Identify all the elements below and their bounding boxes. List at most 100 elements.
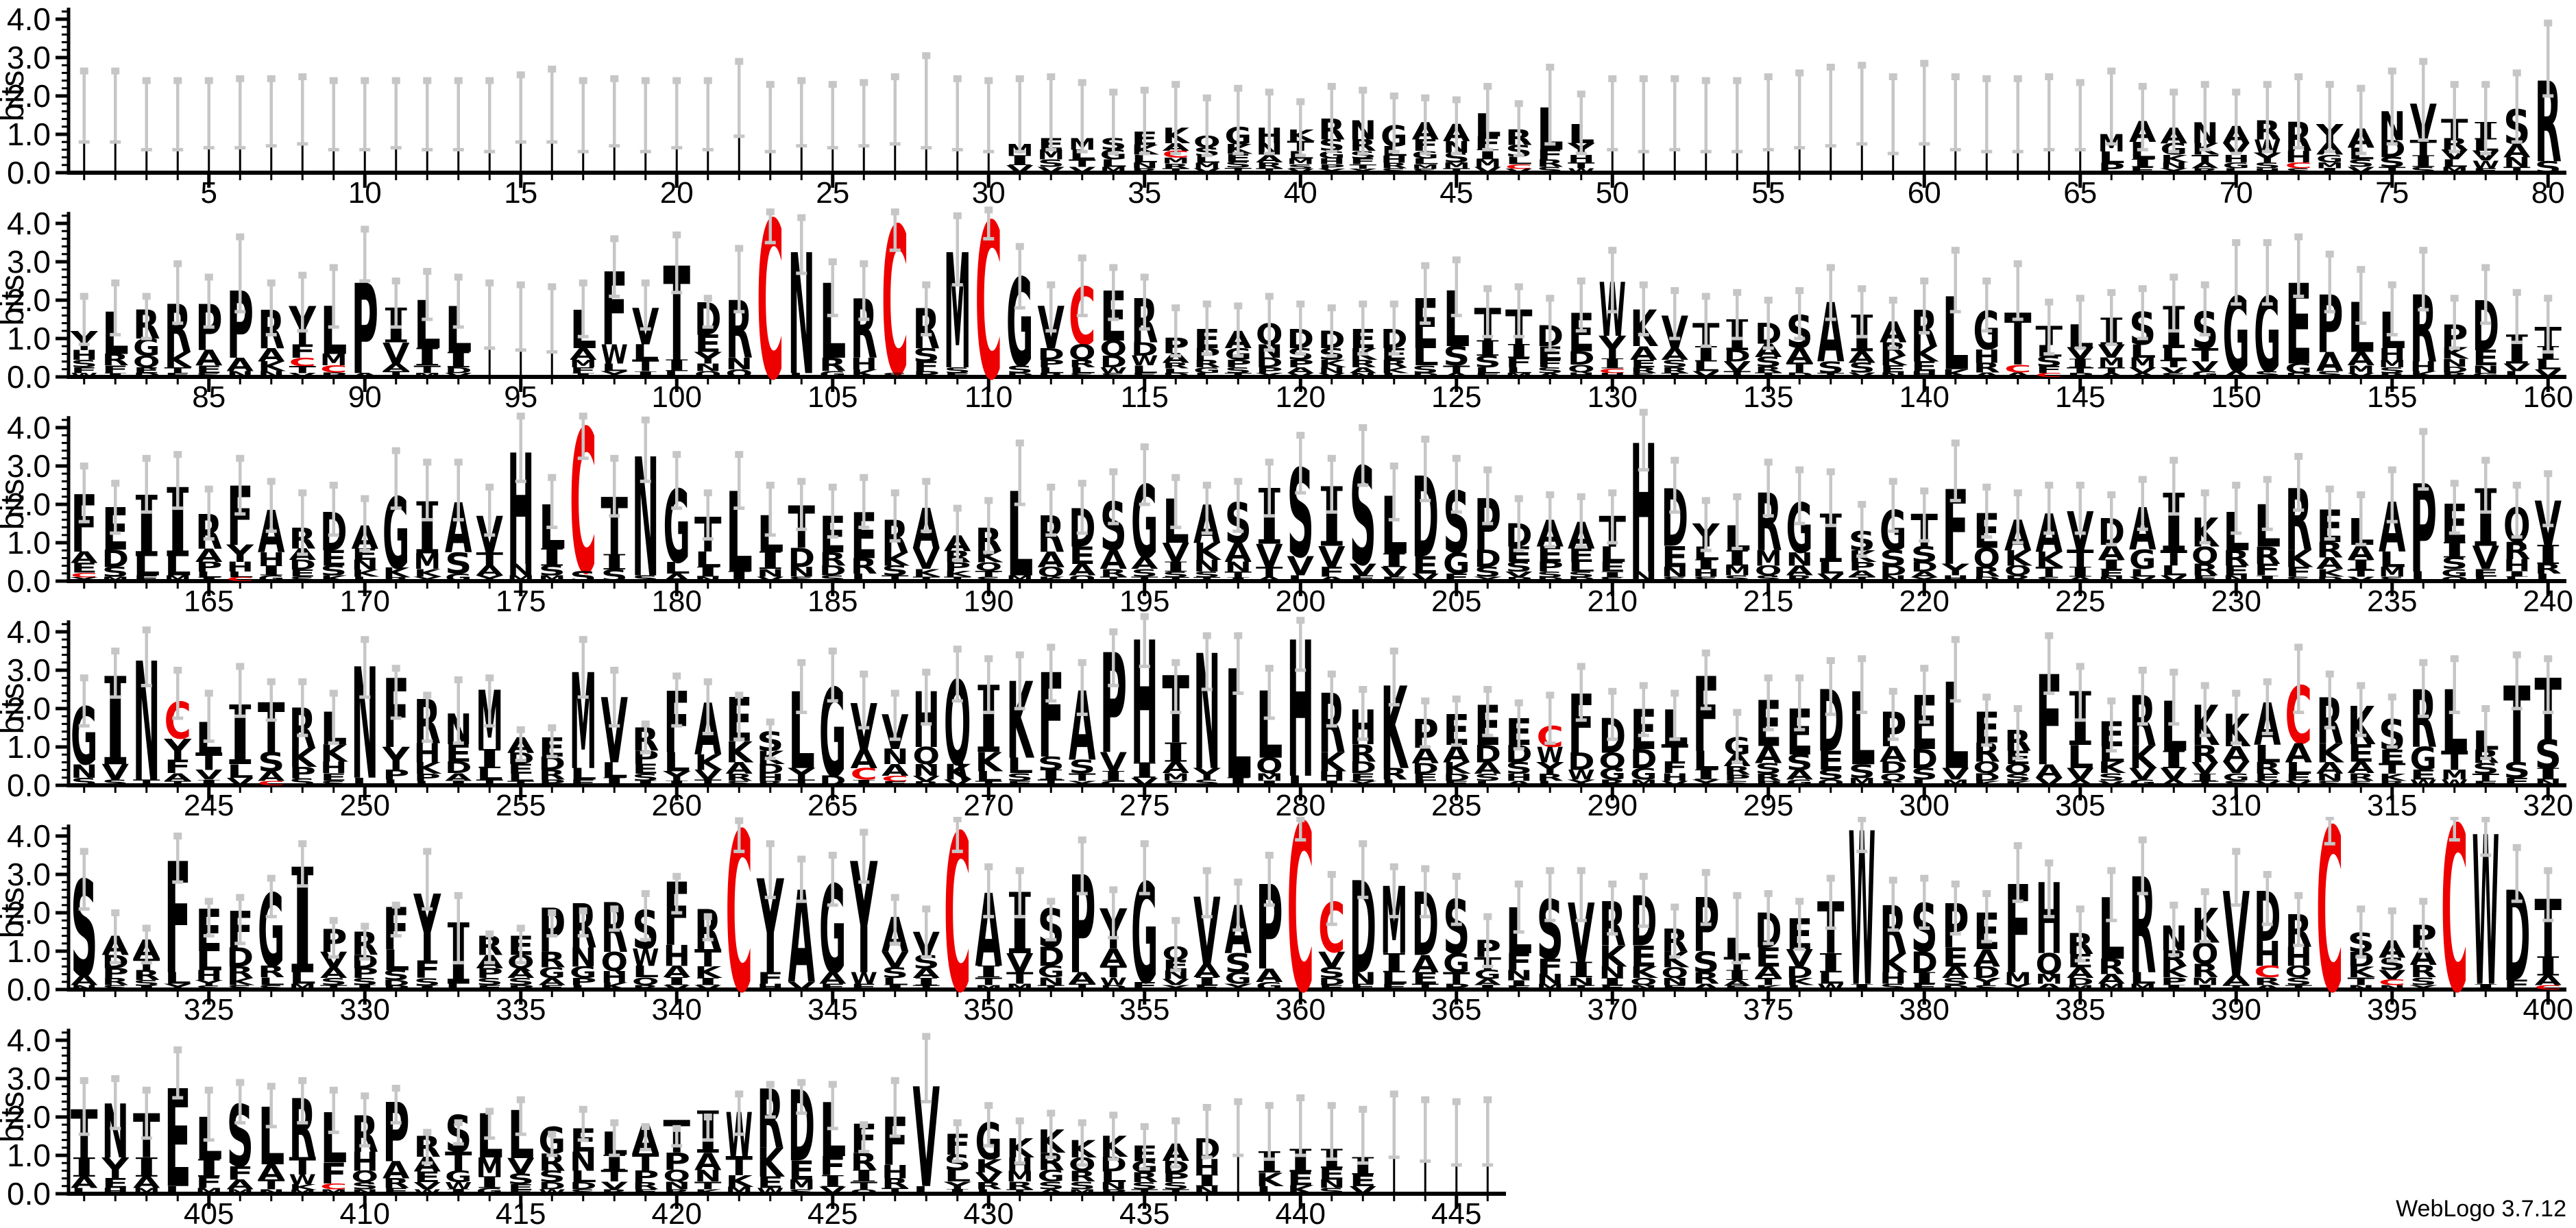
svg-text:A: A [1443,372,1470,378]
error-bar [1232,84,1244,156]
error-bar [297,271,308,333]
svg-text:D: D [133,372,160,378]
error-bar [1014,243,1025,310]
error-bar [1232,879,1244,932]
svg-text:L: L [570,765,597,784]
error-bar [1856,285,1868,339]
svg-text:G: G [445,1168,472,1186]
svg-text:L: L [227,570,254,579]
svg-text:G: G [2441,567,2468,579]
svg-text:1.0: 1.0 [7,933,51,969]
svg-text:C: C [882,774,909,783]
svg-text:E: E [289,567,317,578]
svg-text:P: P [2067,372,2094,378]
error-bar [265,874,277,919]
error-bar [889,489,901,543]
svg-text:55: 55 [1751,176,1785,204]
svg-text:S: S [102,983,130,991]
svg-text:L: L [352,776,379,788]
svg-text:I: I [1599,356,1627,372]
error-bar [2106,67,2117,146]
svg-text:bits: bits [0,71,31,122]
svg-text:N: N [2379,983,2406,991]
svg-text:S: S [1630,372,1657,378]
svg-text:T: T [975,569,1003,578]
svg-text:P: P [1505,576,1533,582]
svg-text:1.0: 1.0 [7,321,51,356]
svg-text:N: N [2161,161,2188,170]
svg-text:A: A [539,976,566,987]
svg-text:G: G [819,369,847,378]
svg-text:F: F [1537,147,1564,162]
svg-text:P: P [1287,358,1315,370]
svg-text:N: N [1193,1184,1221,1196]
svg-text:400: 400 [2523,993,2573,1021]
error-bar [546,724,558,759]
svg-text:R: R [975,1180,1003,1191]
svg-text:D: D [1942,983,1969,991]
svg-text:N: N [1163,968,1190,982]
svg-text:I: I [2129,157,2156,169]
svg-text:G: G [1038,963,1065,981]
svg-text:R: R [1599,778,1627,787]
svg-text:F: F [1350,574,1377,582]
error-bar [702,77,714,151]
svg-text:I: I [1038,767,1065,783]
svg-text:I: I [2503,569,2531,578]
svg-text:F: F [632,1188,659,1195]
svg-text:I: I [1225,776,1252,788]
svg-text:V: V [1131,776,1158,788]
svg-text:330: 330 [340,993,390,1021]
svg-text:G: G [1038,1167,1065,1186]
svg-text:G: G [1193,366,1221,375]
svg-text:A: A [1849,348,1876,367]
svg-text:R: R [1069,1168,1096,1185]
error-bar [1981,693,1993,747]
svg-text:T: T [1786,360,1814,375]
error-bar [1326,1102,1337,1162]
error-bar [609,454,620,518]
svg-text:L: L [352,575,379,582]
svg-text:N: N [1225,559,1252,574]
svg-text:S: S [1599,576,1627,582]
svg-text:V: V [975,1170,1003,1185]
svg-text:Q: Q [1662,965,1689,982]
svg-text:C: C [2285,161,2313,170]
svg-text:L: L [133,551,160,582]
svg-text:L: L [2379,548,2406,572]
error-bar [1731,77,1743,154]
svg-text:M: M [2098,355,2126,370]
svg-text:M: M [414,550,441,574]
error-bar [1388,93,1400,154]
svg-text:R: R [851,554,878,579]
error-bar [1919,487,1930,543]
svg-text:V: V [1662,779,1689,787]
svg-text:N: N [1131,161,1158,170]
svg-text:N: N [694,575,722,582]
error-bar [515,71,526,144]
error-bar [2324,817,2335,846]
error-bar [390,278,402,329]
svg-text:T: T [1256,167,1283,174]
svg-text:A: A [819,970,847,988]
svg-text:4.0: 4.0 [7,818,51,854]
svg-text:T: T [1755,371,1782,378]
error-bar [78,293,90,346]
svg-text:S: S [1412,168,1439,174]
svg-text:E: E [2472,346,2500,371]
svg-text:D: D [1318,976,1346,987]
error-bar [1232,478,1244,533]
svg-text:D: D [445,759,472,777]
svg-text:S: S [320,563,348,578]
error-bar [1887,73,1899,156]
svg-text:F: F [1505,948,1533,976]
error-bar [515,1096,526,1136]
svg-text:K: K [414,759,442,778]
svg-text:V: V [757,575,784,582]
svg-text:S: S [1911,543,1939,567]
svg-text:L: L [601,759,629,783]
svg-text:T: T [1849,575,1876,582]
svg-text:E: E [1662,541,1689,574]
svg-text:P: P [1755,779,1782,787]
svg-text:225: 225 [2055,585,2105,613]
